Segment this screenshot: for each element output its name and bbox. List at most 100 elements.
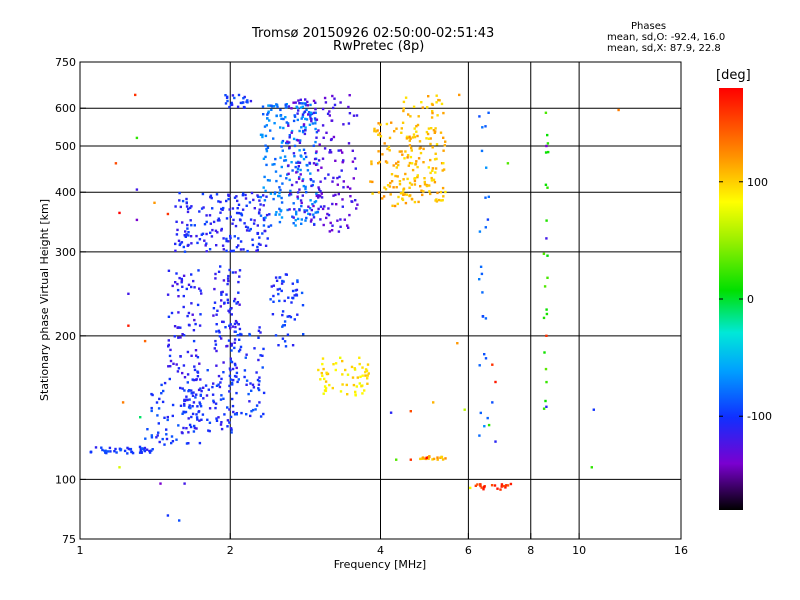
data-point xyxy=(358,382,361,385)
data-point xyxy=(354,199,357,202)
data-point xyxy=(417,115,420,118)
data-point xyxy=(320,196,324,199)
data-point xyxy=(322,136,325,139)
data-point xyxy=(139,447,142,451)
data-point xyxy=(199,393,202,397)
data-point xyxy=(205,232,208,236)
data-point xyxy=(233,322,237,326)
data-point xyxy=(284,106,287,109)
data-point xyxy=(166,514,170,517)
data-point xyxy=(215,313,218,316)
data-point xyxy=(408,181,412,185)
data-point xyxy=(332,135,336,139)
data-point xyxy=(235,211,239,215)
data-point xyxy=(197,269,200,272)
data-point xyxy=(204,244,207,247)
data-point xyxy=(248,229,251,232)
data-point xyxy=(185,427,188,430)
data-point xyxy=(317,368,320,372)
data-point xyxy=(232,218,235,222)
data-point xyxy=(301,113,305,116)
data-point xyxy=(414,163,417,166)
data-point xyxy=(341,198,344,201)
data-point xyxy=(546,254,549,257)
data-point xyxy=(178,276,181,280)
data-point xyxy=(220,229,223,232)
data-point xyxy=(185,395,188,398)
data-point xyxy=(407,164,410,167)
data-point xyxy=(191,313,194,316)
data-point xyxy=(480,272,484,276)
data-point xyxy=(228,408,231,411)
data-point xyxy=(221,290,224,294)
data-point xyxy=(347,105,350,109)
data-point xyxy=(542,252,546,255)
data-point xyxy=(262,347,265,351)
data-point xyxy=(322,392,325,395)
data-point xyxy=(268,119,271,122)
data-point xyxy=(332,194,335,197)
data-point xyxy=(442,111,445,115)
data-point xyxy=(284,116,287,119)
data-point xyxy=(314,140,317,144)
data-point xyxy=(261,133,264,137)
data-point xyxy=(294,219,297,222)
data-point xyxy=(272,284,275,287)
x-tick-label: 10 xyxy=(572,544,586,557)
data-point xyxy=(161,400,165,404)
data-point xyxy=(217,383,220,386)
data-point xyxy=(253,207,256,210)
data-point xyxy=(386,147,389,151)
data-point xyxy=(231,397,234,401)
data-point xyxy=(303,110,307,113)
data-point xyxy=(208,248,212,251)
data-point xyxy=(244,193,247,197)
data-point xyxy=(114,162,118,165)
data-point xyxy=(193,318,196,322)
data-point xyxy=(314,107,317,111)
data-point xyxy=(272,137,275,140)
data-point xyxy=(226,419,230,422)
data-point xyxy=(167,315,171,318)
data-point xyxy=(237,93,241,97)
data-point xyxy=(281,182,284,185)
data-point xyxy=(402,193,405,196)
data-point xyxy=(393,130,396,133)
data-point xyxy=(286,140,289,143)
data-point xyxy=(269,224,273,227)
data-point xyxy=(210,196,213,200)
data-point xyxy=(420,189,423,192)
data-point xyxy=(255,371,258,374)
data-point xyxy=(205,242,208,245)
data-point xyxy=(347,122,351,125)
data-point xyxy=(430,179,434,182)
data-point xyxy=(351,160,355,163)
data-point xyxy=(185,201,188,205)
data-point xyxy=(486,416,489,420)
data-point xyxy=(431,458,434,461)
data-point xyxy=(297,99,300,102)
data-point xyxy=(245,413,248,416)
data-point xyxy=(262,204,265,207)
data-point xyxy=(341,373,344,376)
data-point xyxy=(184,235,187,238)
data-point xyxy=(309,172,312,175)
data-point xyxy=(544,151,548,154)
data-point xyxy=(435,143,439,146)
data-point xyxy=(200,418,203,421)
data-point xyxy=(200,292,203,295)
data-point xyxy=(319,195,322,198)
data-point xyxy=(168,377,171,381)
data-point xyxy=(409,458,412,461)
chart-subtitle: RwPretec (8p) xyxy=(333,39,425,54)
data-point xyxy=(251,243,255,247)
data-point xyxy=(238,218,242,221)
data-point xyxy=(234,330,237,333)
data-point xyxy=(315,192,318,195)
data-point xyxy=(275,103,279,107)
data-point xyxy=(377,150,380,153)
data-point xyxy=(231,207,235,210)
data-point xyxy=(484,317,488,320)
data-point xyxy=(265,163,268,167)
data-point xyxy=(319,180,322,183)
